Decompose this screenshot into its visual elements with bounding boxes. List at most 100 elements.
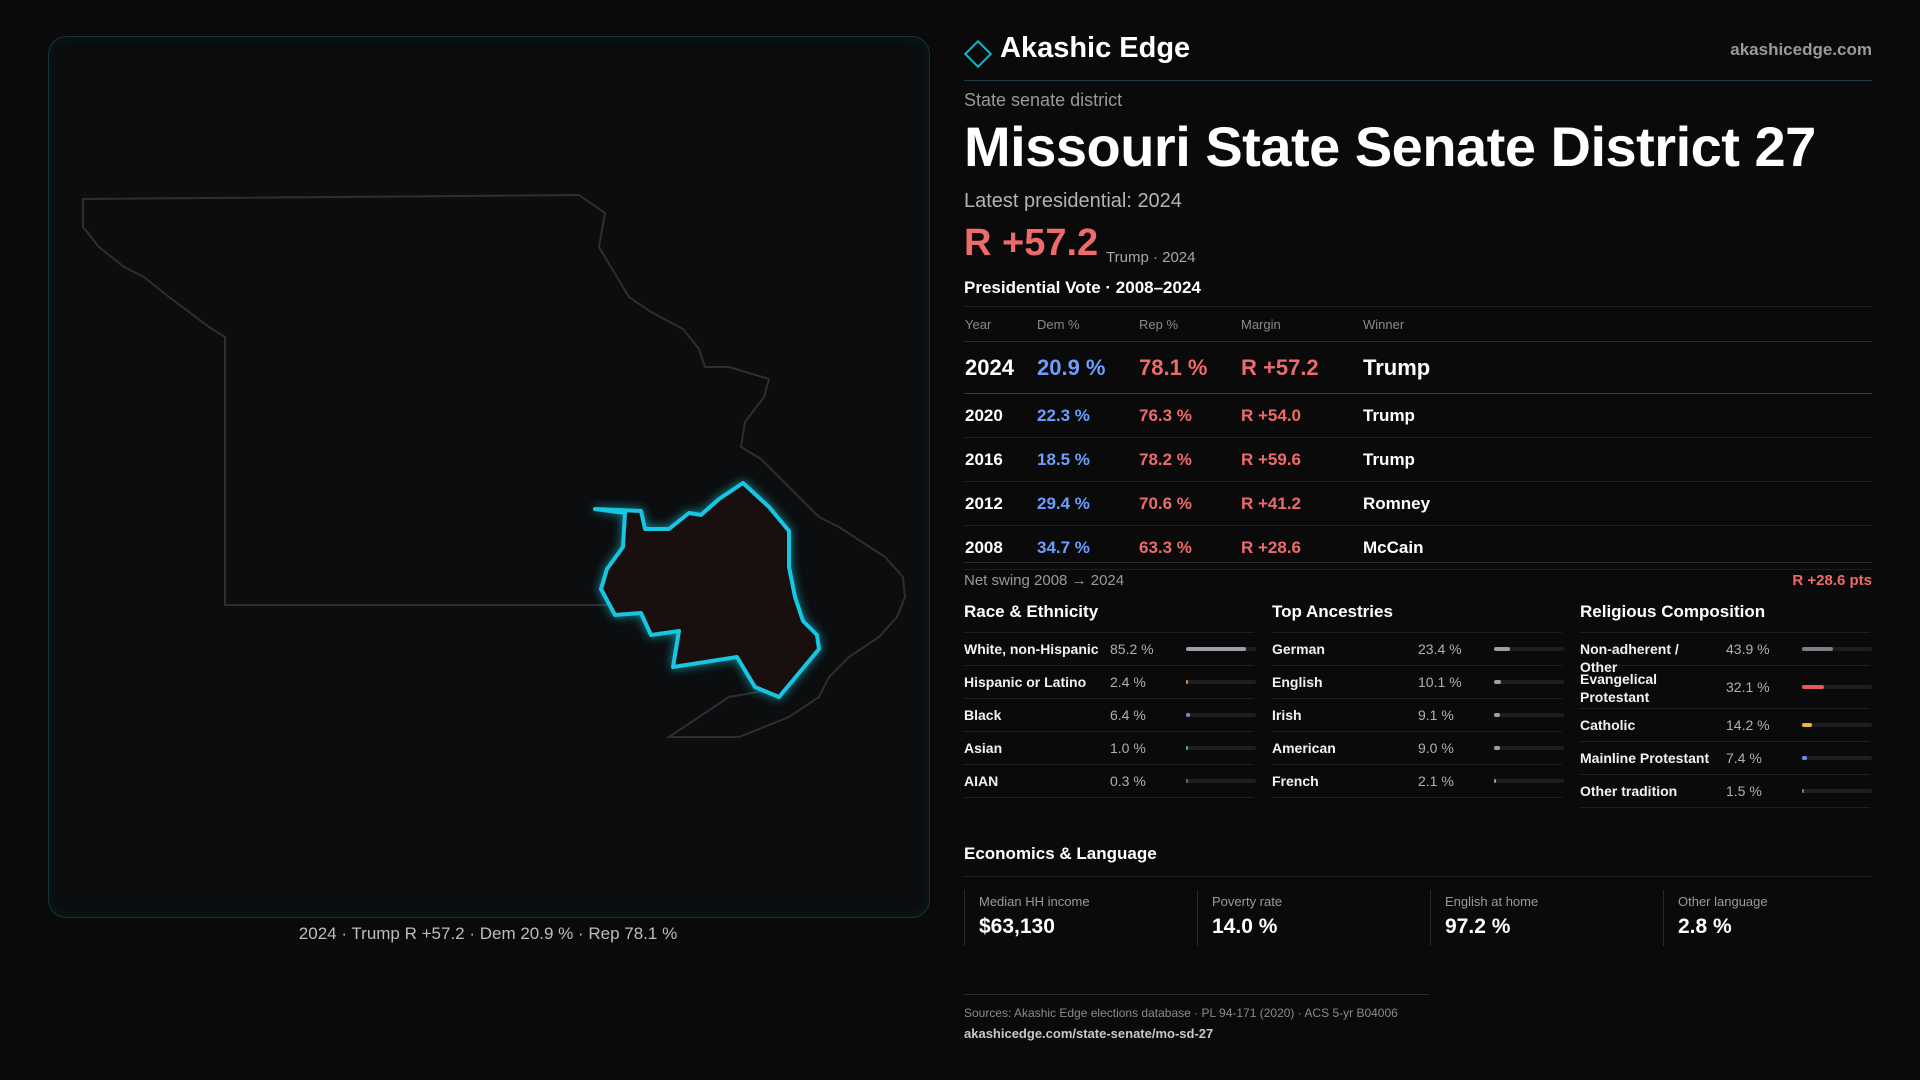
table-row: 2020 22.3 % 76.3 % R +54.0 Trump <box>964 393 1872 438</box>
demo-bar-fill <box>1802 647 1833 651</box>
demo-row: French 2.1 % <box>1272 765 1564 798</box>
demo-label: French <box>1272 773 1319 789</box>
demo-value: 6.4 % <box>1110 707 1146 723</box>
demo-value: 43.9 % <box>1726 641 1770 657</box>
demo-bar-track <box>1186 746 1256 750</box>
cell-dem: 29.4 % <box>1036 481 1138 526</box>
district-map[interactable] <box>49 37 929 917</box>
state-outline <box>82 193 907 738</box>
district-27-shape[interactable] <box>593 481 821 699</box>
cell-year: 2016 <box>964 437 1036 482</box>
cell-rep: 78.1 % <box>1138 341 1240 394</box>
demo-bar-fill <box>1802 789 1804 793</box>
demo-bar-track <box>1494 713 1564 717</box>
demo-label: AIAN <box>964 773 999 789</box>
latest-presidential: Latest presidential: 2024 <box>964 190 1182 212</box>
col-header-winner: Winner <box>1362 306 1872 342</box>
demo-bar-fill <box>1186 779 1188 783</box>
demo-row: Black 6.4 % <box>964 699 1256 732</box>
economics-title: Economics & Language <box>964 844 1872 877</box>
demo-bar-track <box>1494 680 1564 684</box>
brand-url[interactable]: akashicedge.com <box>1730 40 1872 59</box>
sources-text: Sources: Akashic Edge elections database… <box>964 1006 1398 1020</box>
stat-other-language: Other language 2.8 % <box>1663 890 1874 946</box>
demo-row: German 23.4 % <box>1272 633 1564 666</box>
demo-bar-fill <box>1494 713 1501 717</box>
demo-value: 32.1 % <box>1726 679 1770 695</box>
demo-bar-track <box>1802 789 1872 793</box>
demo-bar-fill <box>1802 685 1825 689</box>
demo-value: 0.3 % <box>1110 773 1146 789</box>
race-ethnicity-section: Race & Ethnicity White, non-Hispanic 85.2… <box>964 602 1256 798</box>
demo-bar-track <box>1802 647 1872 651</box>
demo-row: Catholic 14.2 % <box>1580 709 1872 742</box>
demo-bar-fill <box>1186 647 1246 651</box>
table-header-row: Year Dem % Rep % Margin Winner <box>964 306 1872 342</box>
demo-bar-track <box>1802 723 1872 727</box>
stat-label: Poverty rate <box>1212 894 1283 909</box>
religion-section: Religious Composition Non-adherent / Oth… <box>1580 602 1872 808</box>
demo-label: Black <box>964 707 1002 723</box>
demo-row: Mainline Protestant 7.4 % <box>1580 742 1872 775</box>
diamond-icon <box>963 39 993 69</box>
district-type: State senate district <box>964 90 1123 110</box>
demo-label: Evangelical Protestant <box>1580 671 1658 705</box>
cell-margin: R +59.6 <box>1240 437 1362 482</box>
demo-value: 23.4 % <box>1418 641 1462 657</box>
demo-label: Irish <box>1272 707 1302 723</box>
stat-label: Other language <box>1678 894 1768 909</box>
presidential-vote-table: Year Dem % Rep % Margin Winner 2024 20.9… <box>964 306 1872 570</box>
demo-bar-track <box>1494 647 1564 651</box>
cell-margin: R +41.2 <box>1240 481 1362 526</box>
col-header-margin: Margin <box>1240 306 1362 342</box>
table-row: 2016 18.5 % 78.2 % R +59.6 Trump <box>964 437 1872 482</box>
col-header-rep: Rep % <box>1138 306 1240 342</box>
stat-value: $63,130 <box>979 915 1055 938</box>
demo-value: 14.2 % <box>1726 717 1770 733</box>
demo-bar-track <box>1494 746 1564 750</box>
demo-value: 1.5 % <box>1726 783 1762 799</box>
stat-english-home: English at home 97.2 % <box>1430 890 1641 946</box>
demo-bar-track <box>1186 713 1256 717</box>
demo-row: Hispanic or Latino 2.4 % <box>964 666 1256 699</box>
map-panel[interactable] <box>48 36 930 918</box>
demo-label: Other tradition <box>1580 783 1678 799</box>
cell-dem: 22.3 % <box>1036 393 1138 438</box>
net-swing: Net swing 2008 → 2024 R +28.6 pts <box>964 562 1872 593</box>
cell-margin: R +57.2 <box>1240 341 1362 394</box>
brand-name: Akashic Edge <box>1000 32 1191 64</box>
demo-bar-track <box>1802 756 1872 760</box>
demo-bar-track <box>1186 647 1256 651</box>
demo-label: German <box>1272 641 1325 657</box>
section-title: Religious Composition <box>1580 602 1870 633</box>
cell-year: 2012 <box>964 481 1036 526</box>
vote-table-title: Presidential Vote · 2008–2024 <box>964 278 1201 297</box>
stat-label: Median HH income <box>979 894 1090 909</box>
footer-divider <box>964 994 1429 995</box>
cell-year: 2024 <box>964 341 1036 394</box>
section-title: Race & Ethnicity <box>964 602 1254 633</box>
cell-year: 2020 <box>964 393 1036 438</box>
demo-bar-fill <box>1494 680 1502 684</box>
cell-rep: 70.6 % <box>1138 481 1240 526</box>
demo-value: 1.0 % <box>1110 740 1146 756</box>
demo-row: Other tradition 1.5 % <box>1580 775 1872 808</box>
stat-value: 2.8 % <box>1678 915 1732 938</box>
cell-margin: R +54.0 <box>1240 393 1362 438</box>
ancestries-section: Top Ancestries German 23.4 % English 10.1 %… <box>1272 602 1564 798</box>
demo-value: 10.1 % <box>1418 674 1462 690</box>
col-header-dem: Dem % <box>1036 306 1138 342</box>
demo-label: Asian <box>964 740 1003 756</box>
demo-bar-fill <box>1802 723 1812 727</box>
headline-margin-sub: Trump · 2024 <box>1106 249 1196 266</box>
demo-bar-track <box>1802 685 1872 689</box>
demo-bar-fill <box>1494 746 1501 750</box>
demo-bar-fill <box>1186 746 1188 750</box>
demo-bar-track <box>1186 680 1256 684</box>
stat-value: 97.2 % <box>1445 915 1511 938</box>
demo-value: 9.1 % <box>1418 707 1454 723</box>
cell-dem: 18.5 % <box>1036 437 1138 482</box>
source-url[interactable]: akashicedge.com/state-senate/mo-sd-27 <box>964 1026 1214 1041</box>
demo-bar-fill <box>1494 647 1511 651</box>
demo-value: 2.4 % <box>1110 674 1146 690</box>
